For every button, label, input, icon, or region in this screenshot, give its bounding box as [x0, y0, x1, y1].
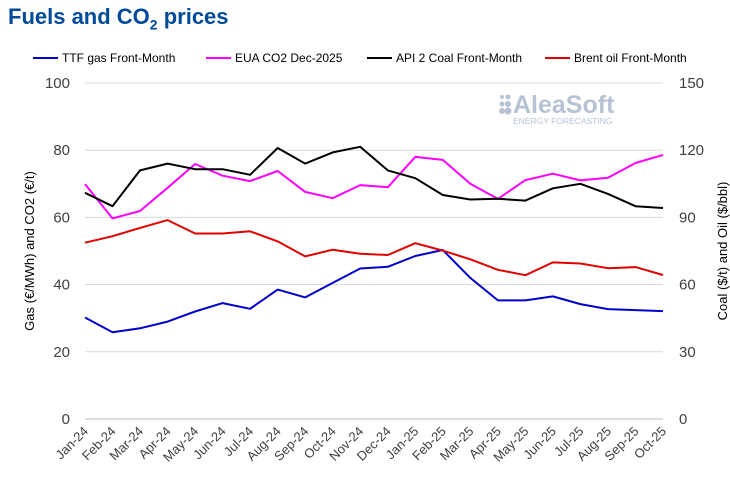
y2-tick-label: 30: [679, 344, 696, 361]
logo-dot: [505, 101, 511, 107]
y-tick-label: 40: [53, 277, 70, 294]
y-tick-label: 80: [53, 142, 70, 159]
y2-axis-label: Coal ($/t) and Oil ($/bbl): [715, 182, 730, 321]
legend: TTF gas Front-Month EUA CO2 Dec-2025 API 2…: [33, 51, 687, 65]
legend-label-api-2-coal-front-month: API 2 Coal Front-Month: [396, 51, 522, 65]
y-tick-label: 100: [45, 75, 70, 92]
y-tick-label: 20: [53, 344, 70, 361]
aleasoft-watermark: AleaSoft ENERGY FORECASTING: [499, 91, 615, 126]
y2-tick-label: 0: [679, 411, 687, 428]
chart-title-subscript: 2: [149, 16, 158, 33]
y2-tick-label: 60: [679, 277, 696, 294]
watermark-tagline: ENERGY FORECASTING: [513, 116, 613, 126]
x-axis-ticks: Jan-24Feb-24Mar-24Apr-24May-24Jun-24Jul-…: [52, 424, 669, 465]
aleasoft-logo-icon: [499, 94, 512, 115]
logo-dot: [499, 108, 505, 114]
y-axis-label: Gas (€/MWh) and CO2 (€/t): [22, 171, 37, 331]
y-tick-label: 0: [62, 411, 70, 428]
logo-dot: [500, 95, 504, 99]
series-line-api-2-coal-front-month: [84, 145, 664, 209]
legend-label-eua-co2-dec-2025: EUA CO2 Dec-2025: [235, 51, 343, 65]
logo-dot: [499, 101, 505, 107]
series-line-brent-oil-front-month: [84, 219, 664, 277]
logo-dot: [505, 94, 511, 100]
y2-tick-label: 90: [679, 209, 696, 226]
right-axis-ticks: 0 30 60 90 120 150: [679, 75, 704, 428]
legend-label-ttf-gas-front-month: TTF gas Front-Month: [62, 51, 175, 65]
chart-title: Fuels and CO2 prices: [8, 4, 229, 32]
left-axis-ticks: 0 20 40 60 80 100: [45, 75, 70, 428]
series-line-eua-co2-dec-2025: [84, 153, 664, 220]
chart-title-main: Fuels and CO: [8, 4, 150, 29]
chart-title-tail: prices: [157, 4, 229, 29]
series-lines: [84, 145, 664, 334]
gridlines: [85, 82, 663, 420]
y-tick-label: 60: [53, 209, 70, 226]
watermark-brand: AleaSoft: [513, 91, 615, 119]
legend-label-brent-oil-front-month: Brent oil Front-Month: [574, 51, 687, 65]
series-line-ttf-gas-front-month: [84, 249, 664, 334]
logo-dot: [504, 107, 512, 115]
y2-tick-label: 150: [679, 75, 704, 92]
y2-tick-label: 120: [679, 142, 704, 159]
